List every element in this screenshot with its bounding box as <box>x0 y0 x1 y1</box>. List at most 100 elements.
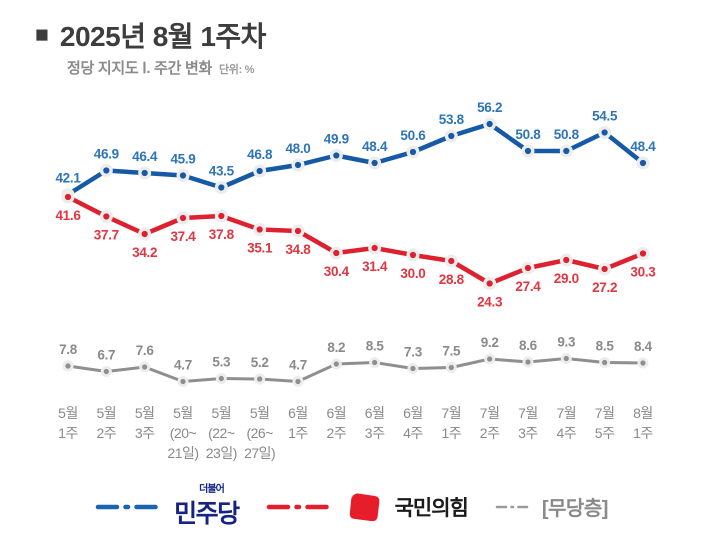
independent-value-label: 8.4 <box>634 339 653 354</box>
minjoo-point <box>141 169 148 177</box>
independent-value-label: 8.6 <box>519 338 538 353</box>
page-title: ■ 2025년 8월 1주차 <box>35 15 266 55</box>
ppp-point <box>409 251 417 259</box>
minjoo-value-label: 50.6 <box>400 128 426 143</box>
x-axis-label: 8월 1주 <box>633 405 653 441</box>
minjoo-value-label: 50.8 <box>554 127 580 142</box>
chart-subtitle-text: 정당 지지도 Ⅰ. 주간 변화 <box>67 60 212 77</box>
independent-value-label: 7.5 <box>442 344 461 359</box>
ppp-point <box>103 213 110 220</box>
minjoo-point <box>448 132 455 140</box>
gray-dashdot-marker-icon <box>495 505 529 508</box>
x-axis-label: 7월 3주 <box>518 405 538 441</box>
ppp-value-label: 41.6 <box>55 208 81 223</box>
minjoo-value-label: 46.9 <box>94 147 119 162</box>
minjoo-point <box>218 184 225 191</box>
chart-unit-label: 단위: % <box>218 64 255 76</box>
ppp-point <box>601 265 608 273</box>
ppp-point <box>218 212 225 220</box>
ppp-point <box>639 250 647 257</box>
minjoo-value-label: 54.5 <box>592 109 618 124</box>
independent-value-label: 8.5 <box>366 339 385 354</box>
chart-subtitle: 정당 지지도 Ⅰ. 주간 변화 단위: % <box>67 57 255 78</box>
independent-point <box>333 361 339 367</box>
independent-point <box>180 378 186 385</box>
ppp-point <box>333 249 340 257</box>
independent-value-label: 4.7 <box>174 358 192 373</box>
independent-value-label: 8.2 <box>327 340 345 355</box>
ppp-value-label: 34.8 <box>285 242 311 257</box>
minjoo-point <box>563 147 570 155</box>
ppp-value-label: 28.8 <box>439 272 465 287</box>
ppp-point <box>371 244 378 252</box>
ppp-value-label: 30.4 <box>324 264 350 279</box>
independent-value-label: 9.3 <box>557 335 576 350</box>
ppp-value-label: 37.8 <box>209 227 235 242</box>
blue-dashdot-marker-icon <box>95 504 161 509</box>
party-support-line-chart: 42.1 46.9 46.4 45.9 43.5 46.8 48.0 49.9 48.4 50.6… <box>55 100 656 461</box>
independent-point <box>525 359 531 365</box>
x-axis-label: 5월 2주 <box>96 405 116 441</box>
ppp-point <box>256 226 263 233</box>
minjoo-value-label: 46.8 <box>247 147 273 162</box>
independent-value-label: 5.2 <box>251 355 269 370</box>
legend-item-independent: [무당층] <box>495 492 608 521</box>
minjoo-point <box>486 120 493 128</box>
independent-value-label: 4.7 <box>289 358 307 373</box>
minjoo-value-label: 48.4 <box>362 139 388 154</box>
independent-point <box>65 363 71 369</box>
minjoo-value-label: 50.8 <box>515 127 541 142</box>
ppp-value-label: 34.2 <box>132 245 157 260</box>
minjoo-point <box>524 147 532 155</box>
independent-point <box>257 376 263 382</box>
independent-value-label: 7.8 <box>59 342 78 357</box>
independent-point <box>563 355 569 362</box>
x-axis-label: 6월 1주 <box>288 405 308 441</box>
minjoo-value-label: 43.5 <box>209 164 235 179</box>
minjoo-value-label: 49.9 <box>324 132 349 147</box>
independent-point <box>295 378 301 385</box>
x-axis-label: 7월 2주 <box>480 405 500 441</box>
minjoo-point <box>333 152 340 159</box>
ppp-point <box>524 264 532 272</box>
minjoo-value-label: 48.0 <box>285 141 310 156</box>
minjoo-point <box>409 148 417 156</box>
independent-value-label: 7.6 <box>136 343 155 358</box>
ppp-logo-icon <box>349 492 379 521</box>
ppp-point <box>563 256 570 264</box>
independent-point <box>218 375 224 382</box>
minjoo-point <box>639 159 647 167</box>
x-axis-label: 6월 2주 <box>326 405 346 441</box>
ppp-value-label: 24.3 <box>477 295 503 310</box>
minjoo-value-label: 42.1 <box>55 171 81 186</box>
ppp-point <box>448 257 455 265</box>
ppp-point <box>179 214 187 222</box>
x-axis-label: 7월 4주 <box>556 405 576 441</box>
independent-value-label: 8.5 <box>596 339 615 354</box>
ppp-point <box>64 193 72 201</box>
minjoo-point <box>256 167 263 175</box>
independent-point <box>372 359 378 366</box>
ppp-value-label: 29.0 <box>554 271 579 286</box>
independent-value-label: 9.2 <box>481 335 499 350</box>
x-axis-label: 7월 5주 <box>595 405 615 441</box>
ppp-value-label: 27.2 <box>592 280 617 295</box>
minjoo-value-label: 46.4 <box>132 149 158 164</box>
red-dashdot-marker-icon <box>266 504 331 509</box>
ppp-value-label: 37.7 <box>94 228 119 243</box>
independent-legend-text: [무당층] <box>541 498 609 520</box>
minjoo-point <box>103 167 110 174</box>
minjoo-logo-text: 민주당 <box>174 500 240 528</box>
ppp-value-label: 30.0 <box>400 266 425 281</box>
ppp-value-label: 35.1 <box>247 241 273 256</box>
independent-point <box>410 365 416 372</box>
legend-item-minjoo: 더불어 민주당 <box>95 483 240 530</box>
minjoo-value-label: 53.8 <box>439 112 465 127</box>
ppp-line <box>65 194 646 286</box>
independent-point <box>487 356 493 362</box>
minjoo-logo-top-text: 더불어 <box>199 484 225 495</box>
minjoo-party-logo: 더불어 민주당 <box>174 483 240 530</box>
independent-point <box>103 368 109 375</box>
minjoo-value-label: 48.4 <box>630 139 656 154</box>
